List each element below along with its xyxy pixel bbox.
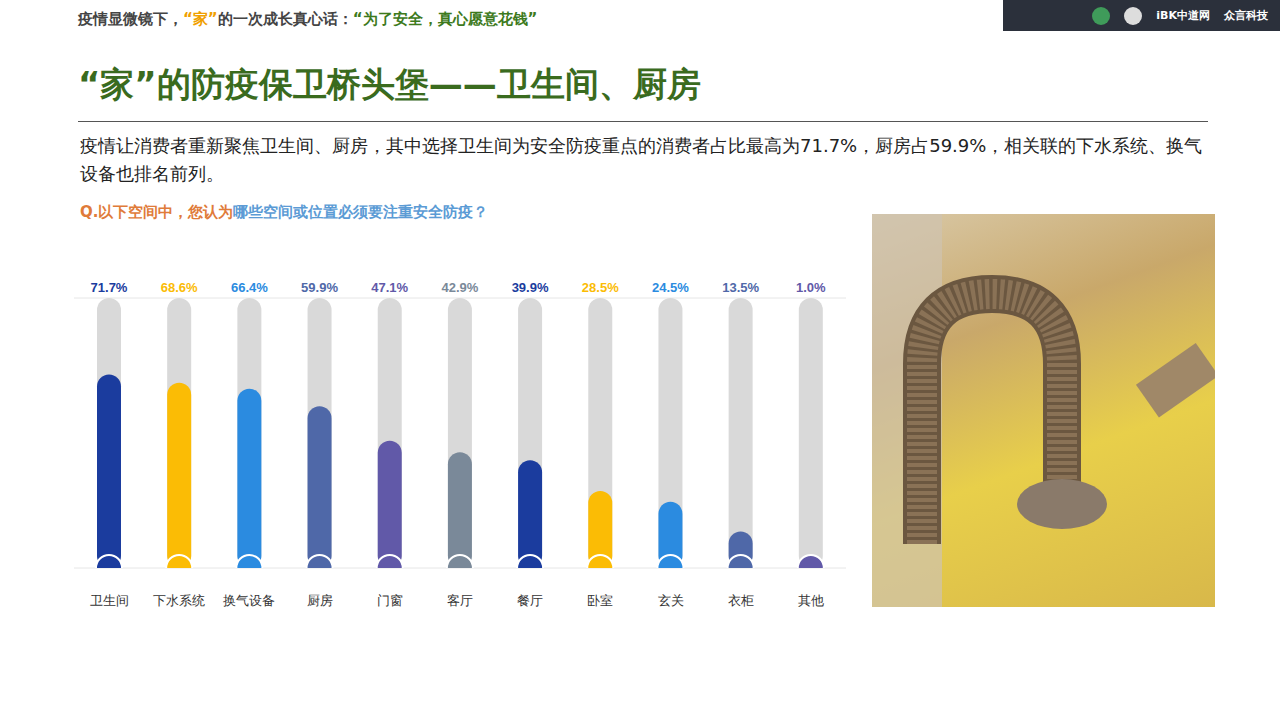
svg-text:66.4%: 66.4%	[231, 280, 268, 295]
html-text:众言科技: 众言科技	[1224, 9, 1268, 22]
html-text:“家”的防疫保卫桥头堡——卫生间、厨房: “家”的防疫保卫桥头堡——卫生间、厨房	[78, 64, 701, 104]
svg-text:71.7%: 71.7%	[91, 280, 128, 295]
html-text:Q.以下空间中，您认为哪些空间或位置必须要注重安全防疫？: Q.以下空间中，您认为哪些空间或位置必须要注重安全防疫？	[80, 203, 489, 221]
svg-text:24.5%: 24.5%	[652, 280, 689, 295]
svg-text:卧室: 卧室	[587, 593, 613, 608]
html-text:疫情显微镜下，“家”的一次成长真心话：“为了安全，真心愿意花: 疫情显微镜下，“家”的一次成长真心话：“为了安全，真心愿意花钱”	[78, 10, 538, 28]
svg-text:厨房: 厨房	[307, 593, 333, 608]
svg-text:餐厅: 餐厅	[517, 593, 543, 608]
svg-text:47.1%: 47.1%	[371, 280, 408, 295]
svg-text:28.5%: 28.5%	[582, 280, 619, 295]
svg-text:客厅: 客厅	[447, 593, 473, 608]
svg-text:换气设备: 换气设备	[223, 593, 275, 608]
svg-text:卫生间: 卫生间	[90, 593, 129, 608]
svg-text:42.9%: 42.9%	[441, 280, 478, 295]
html-text:疫情让消费者重新聚焦卫生间、厨房，其中选择卫生间为安全防疫重: 疫情让消费者重新聚焦卫生间、厨房，其中选择卫生间为安全防疫重点的消费者占比最高为…	[80, 135, 1203, 184]
svg-text:下水系统: 下水系统	[153, 593, 205, 608]
svg-text:13.5%: 13.5%	[722, 280, 759, 295]
svg-text:1.0%: 1.0%	[796, 280, 826, 295]
svg-text:玄关: 玄关	[658, 593, 684, 608]
svg-text:其他: 其他	[798, 593, 824, 608]
svg-text:68.6%: 68.6%	[161, 280, 198, 295]
svg-text:门窗: 门窗	[377, 593, 403, 608]
html-text:iBK中道网: iBK中道网	[1156, 9, 1210, 22]
svg-text:衣柜: 衣柜	[728, 593, 754, 608]
svg-text:39.9%: 39.9%	[512, 280, 549, 295]
svg-text:59.9%: 59.9%	[301, 280, 338, 295]
